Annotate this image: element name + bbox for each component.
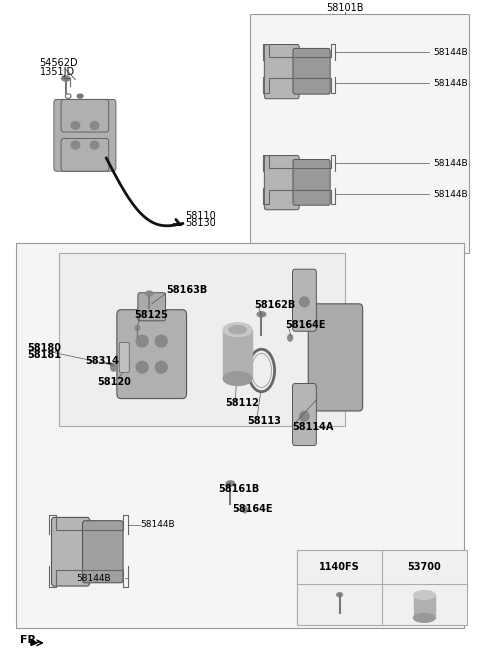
Text: 58164E: 58164E xyxy=(285,319,326,330)
Ellipse shape xyxy=(77,94,83,98)
Ellipse shape xyxy=(71,121,80,129)
FancyBboxPatch shape xyxy=(117,310,187,399)
Text: 58101B: 58101B xyxy=(326,3,364,13)
Text: FR.: FR. xyxy=(21,635,41,646)
FancyBboxPatch shape xyxy=(292,384,316,445)
Ellipse shape xyxy=(300,411,309,421)
Bar xyxy=(16,243,464,628)
Text: 58144B: 58144B xyxy=(141,520,175,529)
Bar xyxy=(297,550,467,625)
FancyBboxPatch shape xyxy=(61,99,109,132)
Text: 58144B: 58144B xyxy=(433,79,468,87)
Text: 58163B: 58163B xyxy=(166,285,207,295)
FancyBboxPatch shape xyxy=(293,159,330,205)
Ellipse shape xyxy=(136,361,148,373)
Text: 58130: 58130 xyxy=(185,218,216,228)
Text: 58114A: 58114A xyxy=(292,422,334,432)
Ellipse shape xyxy=(257,312,266,317)
Text: 58125: 58125 xyxy=(134,310,168,320)
FancyBboxPatch shape xyxy=(292,269,316,331)
Text: 58112: 58112 xyxy=(226,398,260,408)
Text: 58180: 58180 xyxy=(28,342,61,352)
Text: 58113: 58113 xyxy=(247,416,281,426)
Bar xyxy=(414,595,435,618)
Text: 58181: 58181 xyxy=(28,350,61,360)
Ellipse shape xyxy=(156,361,167,373)
Ellipse shape xyxy=(300,297,309,307)
Text: 54562D: 54562D xyxy=(39,58,78,68)
Ellipse shape xyxy=(135,326,140,330)
Ellipse shape xyxy=(146,291,153,296)
Text: 58144B: 58144B xyxy=(76,574,111,583)
Text: 1351JD: 1351JD xyxy=(39,67,75,77)
Bar xyxy=(223,329,252,379)
Ellipse shape xyxy=(223,323,252,337)
Text: 58164E: 58164E xyxy=(232,504,272,514)
Text: 1140FS: 1140FS xyxy=(319,562,360,571)
Ellipse shape xyxy=(223,372,252,386)
FancyBboxPatch shape xyxy=(293,49,330,94)
Ellipse shape xyxy=(90,121,99,129)
Ellipse shape xyxy=(229,326,246,333)
Ellipse shape xyxy=(61,76,70,81)
Ellipse shape xyxy=(111,363,116,371)
Ellipse shape xyxy=(288,335,292,341)
FancyBboxPatch shape xyxy=(138,293,166,321)
Text: 58144B: 58144B xyxy=(433,48,468,57)
Ellipse shape xyxy=(337,593,343,597)
Ellipse shape xyxy=(71,141,80,149)
FancyBboxPatch shape xyxy=(51,518,90,586)
FancyBboxPatch shape xyxy=(83,521,123,583)
Text: 58314: 58314 xyxy=(85,356,119,365)
FancyBboxPatch shape xyxy=(61,138,109,171)
Text: 58161B: 58161B xyxy=(218,484,260,495)
Ellipse shape xyxy=(414,590,435,600)
FancyBboxPatch shape xyxy=(54,99,116,171)
FancyBboxPatch shape xyxy=(308,304,363,411)
Polygon shape xyxy=(31,640,37,646)
Ellipse shape xyxy=(136,335,148,347)
Ellipse shape xyxy=(414,613,435,623)
FancyBboxPatch shape xyxy=(264,45,299,98)
Ellipse shape xyxy=(242,506,247,513)
Text: 53700: 53700 xyxy=(408,562,441,571)
Ellipse shape xyxy=(226,481,235,486)
FancyBboxPatch shape xyxy=(264,155,299,210)
Ellipse shape xyxy=(156,335,167,347)
Bar xyxy=(59,253,345,426)
FancyBboxPatch shape xyxy=(119,342,129,373)
Bar xyxy=(250,14,469,253)
Text: 58110: 58110 xyxy=(185,211,216,220)
Ellipse shape xyxy=(90,141,99,149)
Text: 58144B: 58144B xyxy=(433,190,468,199)
Text: 58144B: 58144B xyxy=(433,159,468,168)
Text: 58120: 58120 xyxy=(97,377,131,386)
Text: 58162B: 58162B xyxy=(254,300,296,310)
